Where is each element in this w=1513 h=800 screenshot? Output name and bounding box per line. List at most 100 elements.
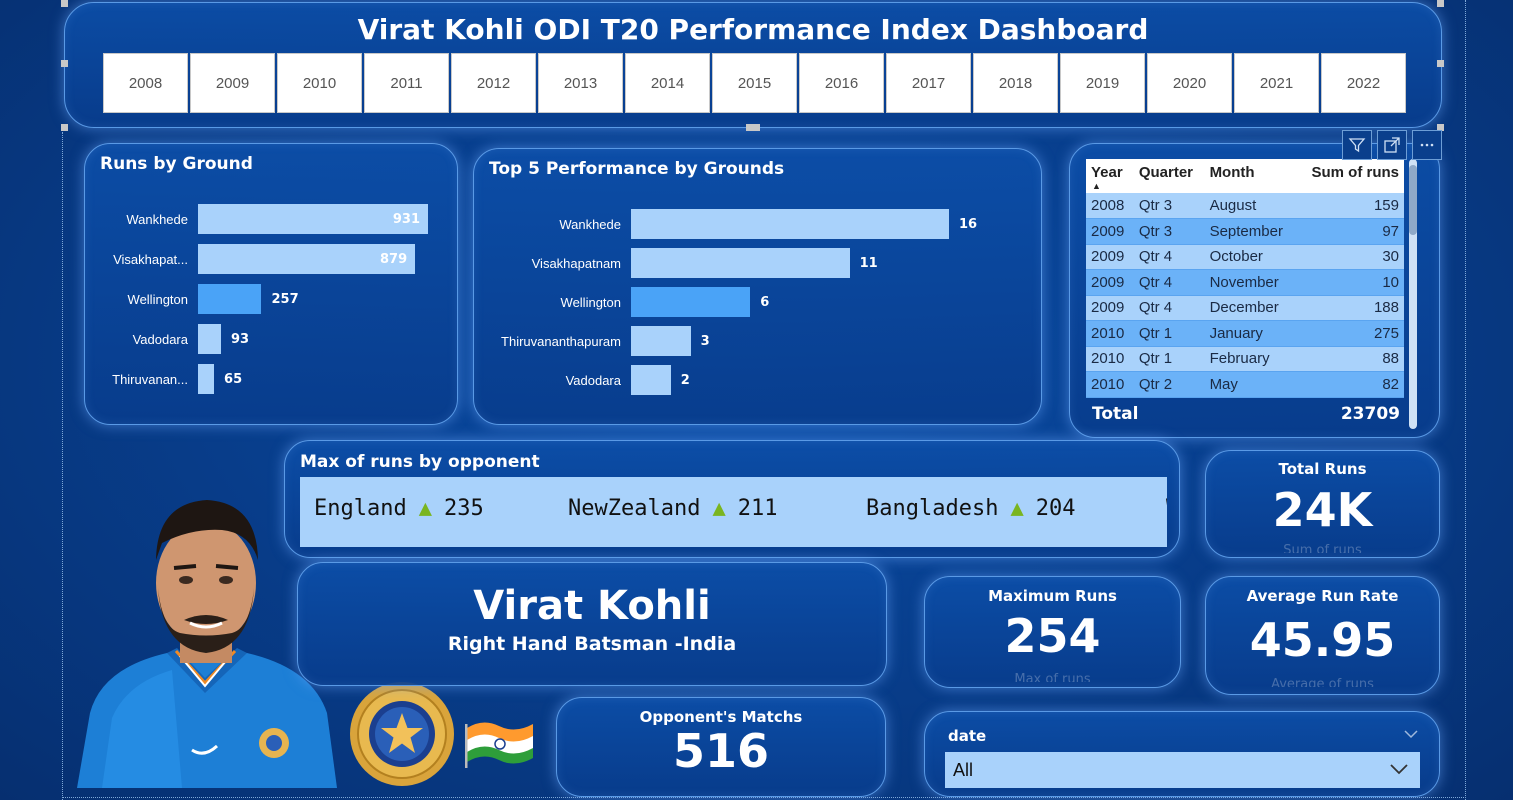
resize-handle[interactable] bbox=[61, 0, 68, 7]
year-button-2017[interactable]: 2017 bbox=[886, 53, 971, 113]
date-selected-value: All bbox=[953, 759, 974, 780]
year-button-2018[interactable]: 2018 bbox=[973, 53, 1058, 113]
table-row[interactable]: 2009 Qtr 4 December 188 bbox=[1086, 295, 1404, 321]
chart-title: Runs by Ground bbox=[100, 154, 253, 174]
india-flag-icon bbox=[465, 722, 533, 768]
player-role: Right Hand Batsman -India bbox=[447, 633, 737, 655]
table-cell: 275 bbox=[1296, 320, 1404, 347]
kpi-sub-label: Max of runs bbox=[1014, 672, 1091, 682]
opponent-name: Bangladesh bbox=[866, 496, 999, 521]
bar[interactable] bbox=[631, 287, 751, 317]
table-cell: October bbox=[1204, 244, 1297, 270]
resize-handle[interactable] bbox=[746, 124, 760, 131]
year-button-2013[interactable]: 2013 bbox=[538, 53, 623, 113]
chevron-down-icon[interactable] bbox=[1403, 724, 1419, 743]
table-row[interactable]: 2009 Qtr 4 November 10 bbox=[1086, 269, 1404, 296]
column-header[interactable]: Month bbox=[1204, 159, 1297, 193]
year-button-2011[interactable]: 2011 bbox=[364, 53, 449, 113]
column-header[interactable]: Quarter bbox=[1133, 159, 1205, 193]
bar[interactable] bbox=[198, 284, 262, 314]
table-cell: February bbox=[1204, 346, 1297, 372]
scrollbar-thumb[interactable] bbox=[1409, 165, 1417, 235]
player-info-panel: Virat Kohli Right Hand Batsman -India bbox=[297, 562, 887, 686]
date-dropdown[interactable]: All bbox=[945, 752, 1420, 788]
ticker-item: NewZealand ▲ 211 bbox=[568, 496, 777, 521]
chevron-down-icon[interactable] bbox=[1388, 758, 1410, 785]
year-button-2010[interactable]: 2010 bbox=[277, 53, 362, 113]
data-label: 931 bbox=[392, 212, 420, 227]
resize-handle[interactable] bbox=[61, 60, 68, 67]
category-label: Visakhapatnam bbox=[531, 256, 621, 271]
table-cell: 82 bbox=[1296, 371, 1404, 398]
column-header[interactable]: Year ▲ bbox=[1086, 159, 1134, 193]
bar[interactable] bbox=[198, 324, 221, 354]
year-button-2015[interactable]: 2015 bbox=[712, 53, 797, 113]
runs-by-ground-chart: Runs by Ground Wankhede 931 Visakhapat... 8… bbox=[84, 143, 458, 425]
canvas-guide-bottom bbox=[62, 797, 1466, 798]
opponent-max-runs: 235 bbox=[443, 496, 484, 521]
dashboard-title: Virat Kohli ODI T20 Performance Index Da… bbox=[357, 13, 1149, 46]
table-row[interactable]: 2009 Qtr 3 September 97 bbox=[1086, 218, 1404, 245]
year-button-2012[interactable]: 2012 bbox=[451, 53, 536, 113]
year-button-2009[interactable]: 2009 bbox=[190, 53, 275, 113]
resize-handle[interactable] bbox=[1437, 60, 1444, 67]
category-label: Wellington bbox=[127, 292, 188, 307]
runs-table-panel: Year ▲ Quarter Month Sum of runs 2008 Qtr 3 Au… bbox=[1069, 143, 1440, 438]
bar[interactable] bbox=[631, 209, 949, 239]
resize-handle[interactable] bbox=[1437, 0, 1444, 7]
bar[interactable] bbox=[198, 364, 215, 394]
more-options-icon[interactable] bbox=[1412, 130, 1442, 160]
table-row[interactable]: 2009 Qtr 4 October 30 bbox=[1086, 244, 1404, 270]
table-cell: 2008 bbox=[1086, 193, 1134, 219]
ticker-title: Max of runs by opponent bbox=[300, 452, 540, 472]
year-button-2019[interactable]: 2019 bbox=[1060, 53, 1145, 113]
data-label: 65 bbox=[224, 372, 243, 387]
bar[interactable] bbox=[631, 365, 671, 395]
kpi-sub-label: Sum of runs bbox=[1283, 543, 1362, 553]
bar[interactable] bbox=[198, 204, 428, 234]
table-row[interactable]: 2010 Qtr 2 May 82 bbox=[1086, 371, 1404, 398]
sort-ascending-icon[interactable]: ▲ bbox=[1092, 181, 1101, 191]
data-label: 16 bbox=[959, 217, 978, 232]
data-label: 11 bbox=[859, 256, 878, 271]
category-label: Visakhapat... bbox=[113, 252, 188, 267]
table-header-row: Year ▲ Quarter Month Sum of runs bbox=[1086, 159, 1404, 193]
table-cell: Qtr 3 bbox=[1133, 218, 1205, 245]
table-cell: 188 bbox=[1296, 295, 1404, 321]
table-cell: 2010 bbox=[1086, 371, 1134, 398]
year-button-2016[interactable]: 2016 bbox=[799, 53, 884, 113]
table-total-label: Total bbox=[1092, 404, 1139, 424]
kpi-value: 254 bbox=[1004, 609, 1101, 663]
bar[interactable] bbox=[631, 248, 850, 278]
focus-mode-icon[interactable] bbox=[1377, 130, 1407, 160]
opponent-max-runs: 211 bbox=[737, 496, 778, 521]
table-cell: August bbox=[1204, 193, 1297, 219]
resize-handle[interactable] bbox=[1437, 124, 1444, 131]
kpi-value: 45.95 bbox=[1249, 613, 1396, 667]
player-name: Virat Kohli bbox=[473, 583, 711, 629]
year-button-2021[interactable]: 2021 bbox=[1234, 53, 1319, 113]
year-button-2014[interactable]: 2014 bbox=[625, 53, 710, 113]
table-cell: 2009 bbox=[1086, 218, 1134, 245]
data-label: 257 bbox=[271, 292, 299, 307]
top5-performance-chart: Top 5 Performance by Grounds Wankhede 16 V… bbox=[473, 148, 1042, 425]
filter-icon[interactable] bbox=[1342, 130, 1372, 160]
table-scrollbar[interactable] bbox=[1409, 159, 1417, 429]
year-button-2020[interactable]: 2020 bbox=[1147, 53, 1232, 113]
bar[interactable] bbox=[198, 244, 416, 274]
year-button-2008[interactable]: 2008 bbox=[103, 53, 188, 113]
kpi-sub-label: Average of runs bbox=[1271, 677, 1374, 687]
year-button-2022[interactable]: 2022 bbox=[1321, 53, 1406, 113]
table-cell: September bbox=[1204, 218, 1297, 245]
bar[interactable] bbox=[631, 326, 691, 356]
table-row[interactable]: 2010 Qtr 1 February 88 bbox=[1086, 346, 1404, 372]
data-label: 3 bbox=[700, 334, 710, 349]
opponent-name: W bbox=[1166, 496, 1167, 521]
table-cell: December bbox=[1204, 295, 1297, 321]
table-row[interactable]: 2010 Qtr 1 January 275 bbox=[1086, 320, 1404, 347]
table-row[interactable]: 2008 Qtr 3 August 159 bbox=[1086, 193, 1404, 219]
column-header[interactable]: Sum of runs bbox=[1296, 159, 1404, 193]
data-label: 6 bbox=[760, 295, 770, 310]
resize-handle[interactable] bbox=[61, 124, 68, 131]
kpi-label: Total Runs bbox=[1278, 460, 1367, 478]
